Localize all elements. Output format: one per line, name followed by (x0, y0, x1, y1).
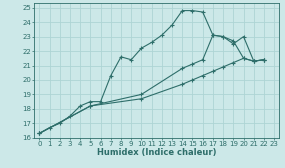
X-axis label: Humidex (Indice chaleur): Humidex (Indice chaleur) (97, 148, 217, 157)
